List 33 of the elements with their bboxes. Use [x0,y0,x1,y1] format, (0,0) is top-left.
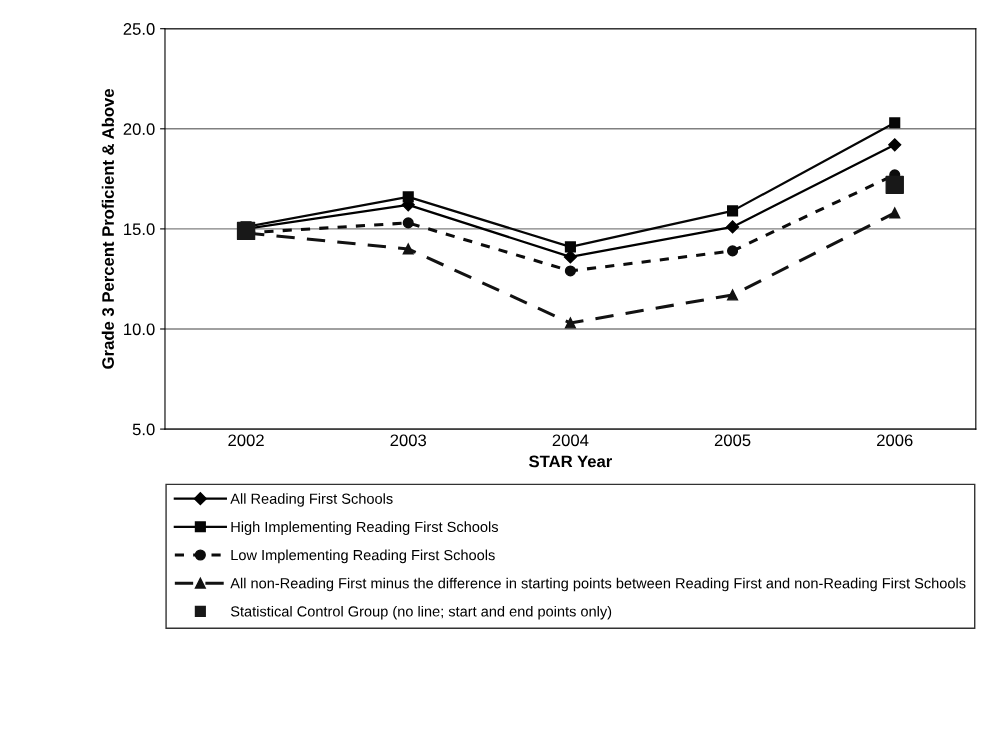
point [402,217,414,229]
y-tick-label: 15.0 [124,223,155,236]
point [889,117,901,129]
point [564,317,576,329]
point [727,205,739,217]
y-tick-label: 20.0 [123,123,155,135]
x-tick-label: 2003 [390,434,427,447]
legend-label: All non-Reading First minus the difference in starting points between Reading First and non-Reading First Schools [230,577,966,592]
legend-label: High Implementing Reading First Schools [231,521,499,535]
point [888,138,902,152]
point [885,175,904,195]
point [889,207,901,219]
y-tick-label: 10.0 [124,323,155,336]
x-tick-label: 2004 [552,434,589,447]
point [402,243,414,255]
point [564,241,576,253]
point [727,245,739,257]
x-tick-label: 2002 [228,434,264,447]
y-tick-label: 25.0 [123,23,155,35]
point [402,191,414,203]
point [564,265,576,277]
y-tick-label: 5.0 [132,423,155,436]
point [727,289,739,301]
point [236,221,256,241]
legend-label: All Reading First Schools [230,493,393,507]
point [725,220,740,234]
y-axis-title: Grade 3 Percent Proficient & Above [101,88,114,369]
x-axis-title: STAR Year [529,455,612,468]
legend-label: Low Implementing Reading First Schools [231,549,495,564]
legend-label: Statistical Control Group (no line; start and end points only) [230,605,612,620]
x-tick-label: 2005 [714,434,751,447]
point [563,250,577,264]
x-tick-label: 2006 [877,434,913,447]
